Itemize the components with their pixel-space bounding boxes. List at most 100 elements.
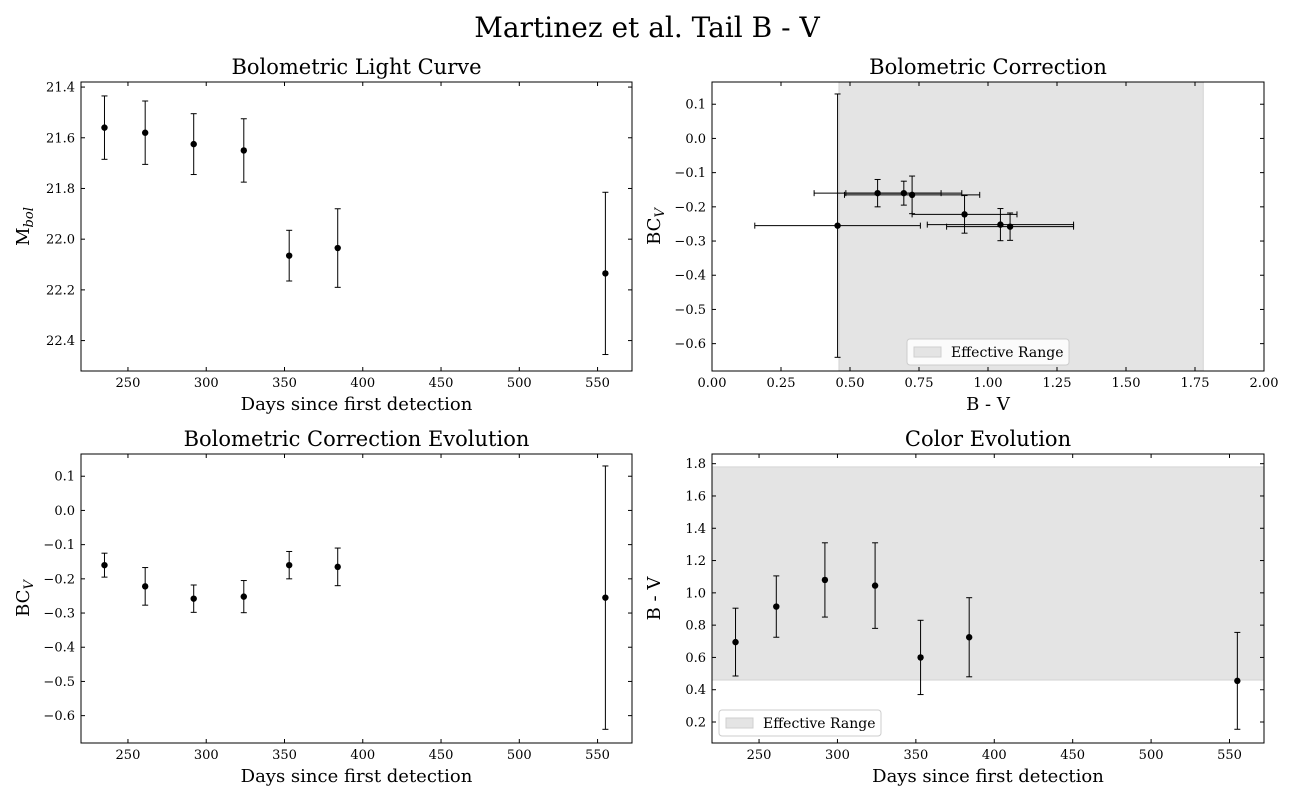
y-tick-label: 0.2: [685, 716, 706, 731]
axes-frame: [711, 453, 1265, 744]
effective-range-band: [711, 466, 1265, 681]
data-point: [1006, 223, 1014, 230]
x-tick-label: 0.75: [905, 376, 934, 391]
x-tick-label: 500: [507, 748, 532, 763]
y-tick-label: −0.5: [43, 675, 75, 690]
y-tick-label: −0.5: [674, 303, 706, 318]
data-point: [908, 191, 916, 199]
data-point: [334, 563, 341, 571]
data-point-group: [190, 113, 197, 176]
data-point-group: [285, 550, 293, 580]
chart-panel-2: 0.00 0.25 0.50 0.75 1.00 1.25 1.50 1.75 2.00 0.1 0…: [644, 55, 1278, 415]
legend-box: [906, 338, 1070, 366]
data-point: [871, 582, 879, 589]
data-point: [101, 561, 108, 569]
x-tick-label: 0.25: [767, 376, 796, 391]
panel-title: Bolometric Light Curve: [231, 55, 481, 79]
data-point-group: [821, 542, 829, 618]
data-point: [285, 252, 293, 259]
x-tick-label: 250: [116, 748, 141, 763]
data-point: [917, 654, 924, 661]
y-axis-label-main: BC: [13, 590, 34, 617]
x-axis-label: Days since first detection: [241, 766, 473, 787]
chart-panel-4: 250 300 350 400 450 500 550 0.2 0.4 0.6 0.8 1.0 1.2 1…: [644, 427, 1265, 787]
y-axis-label-main: M: [13, 227, 34, 245]
y-axis-label: BCV: [644, 207, 668, 245]
data-point-group: [240, 580, 247, 614]
y-tick-label: 21.8: [46, 182, 75, 197]
data-point-group: [843, 175, 981, 215]
y-tick-label: 1.8: [685, 457, 706, 472]
y-tick-label: 1.6: [685, 489, 706, 504]
data-point: [240, 147, 247, 154]
y-tick-label: −0.3: [674, 235, 706, 250]
x-tick-label: 300: [825, 748, 850, 763]
y-tick-label: −0.6: [674, 337, 706, 352]
x-tick-label: 2.00: [1250, 376, 1279, 391]
data-point: [834, 222, 841, 229]
y-axis-label-subscript: V: [22, 579, 37, 590]
y-tick-label: 1.2: [685, 554, 706, 569]
y-tick-label: 0.1: [54, 470, 75, 485]
legend-swatch: [725, 717, 754, 729]
x-tick-label: 300: [194, 376, 219, 391]
x-axis-label: Days since first detection: [872, 766, 1104, 787]
y-tick-label: 0.6: [685, 651, 706, 666]
y-tick-label: 21.4: [46, 81, 75, 96]
x-tick-label: 1.75: [1181, 376, 1210, 391]
x-tick-label: 450: [429, 748, 454, 763]
x-tick-label: 250: [116, 376, 141, 391]
x-tick-label: 350: [272, 376, 297, 391]
y-tick-label: −0.1: [43, 538, 75, 553]
x-axis-label: B - V: [966, 394, 1011, 415]
x-tick-label: 1.50: [1112, 376, 1141, 391]
x-tick-label: 350: [272, 748, 297, 763]
y-tick-label: 0.1: [685, 98, 706, 113]
y-tick-label: 22.2: [46, 283, 75, 298]
data-point-group: [917, 619, 924, 696]
legend-label: Effective Range: [951, 345, 1064, 361]
y-tick-label: 21.6: [46, 131, 75, 146]
data-point-group: [101, 95, 108, 160]
x-tick-label: 400: [350, 748, 375, 763]
data-point: [732, 638, 739, 646]
y-tick-label: 1.0: [685, 586, 706, 601]
y-axis-label-subscript: V: [653, 207, 668, 218]
data-point-group: [141, 100, 149, 165]
legend-box: [718, 709, 882, 737]
y-tick-label: −0.2: [674, 200, 706, 215]
data-point: [190, 140, 197, 148]
data-point-group: [334, 547, 341, 587]
data-point: [240, 593, 247, 600]
x-tick-label: 450: [429, 376, 454, 391]
data-point: [961, 211, 968, 218]
y-tick-label: −0.6: [43, 709, 75, 724]
y-axis-label-main: B - V: [644, 576, 665, 621]
panel-title: Color Evolution: [905, 427, 1071, 451]
y-tick-label: 0.4: [685, 683, 706, 698]
figure-title: Martinez et al. Tail B - V: [474, 11, 820, 44]
data-point: [602, 594, 609, 601]
y-tick-label: 0.8: [685, 619, 706, 634]
chart-panels: 250 300 350 400 450 500 550 21.4 21.6 21.8 22.0 22.…: [13, 55, 1278, 787]
x-tick-label: 500: [507, 376, 532, 391]
data-point: [334, 244, 341, 252]
x-tick-label: 350: [903, 748, 928, 763]
y-tick-label: −0.3: [43, 607, 75, 622]
x-tick-label: 550: [585, 376, 610, 391]
data-point: [821, 576, 829, 584]
y-tick-label: 22.4: [46, 334, 75, 349]
data-point: [900, 189, 908, 197]
panel-title: Bolometric Correction Evolution: [184, 427, 530, 451]
y-axis-label-subscript: bol: [22, 207, 37, 227]
data-point-group: [965, 597, 973, 678]
y-tick-label: 1.4: [685, 522, 706, 537]
data-point-group: [190, 584, 197, 613]
x-tick-label: 1.25: [1043, 376, 1072, 391]
x-tick-label: 500: [1139, 748, 1164, 763]
data-point-group: [732, 607, 739, 677]
legend-swatch: [913, 346, 942, 358]
data-point: [602, 270, 609, 277]
data-point-group: [773, 575, 780, 638]
